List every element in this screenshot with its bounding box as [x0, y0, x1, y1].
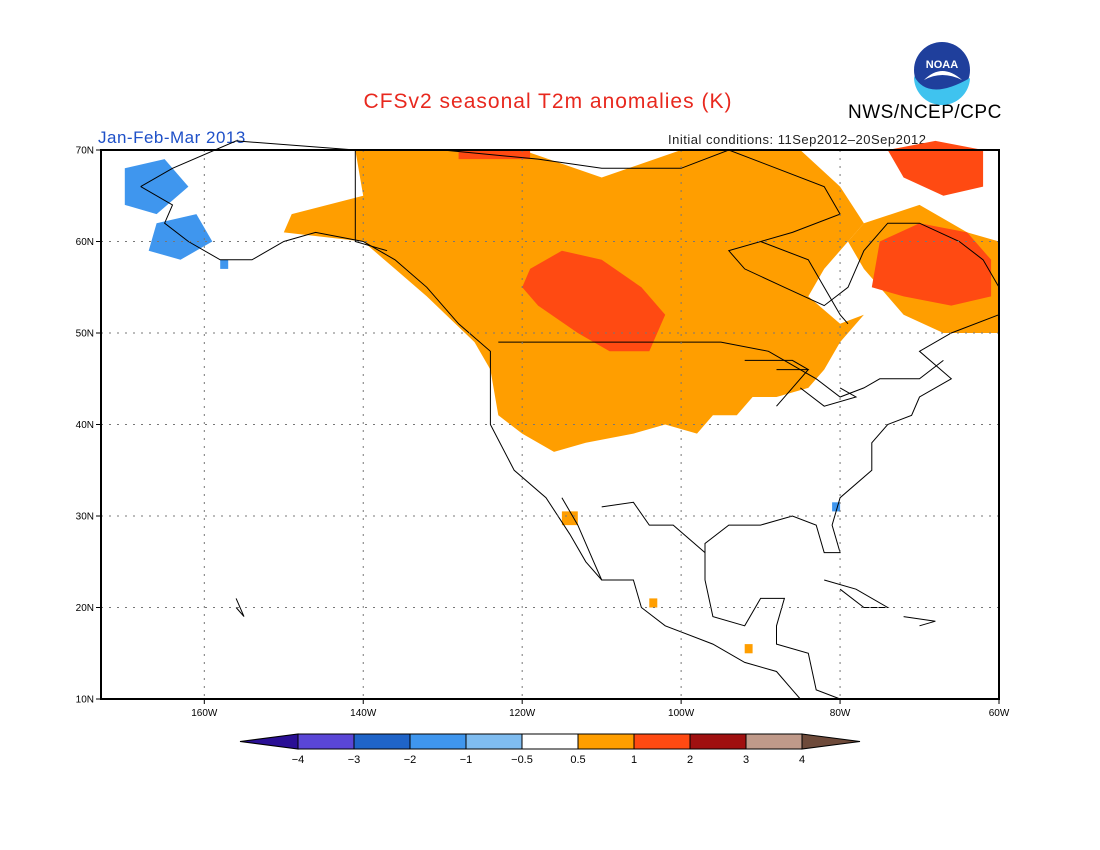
lon-tick-label: 140W: [350, 708, 377, 719]
hudson-bay: [760, 241, 849, 325]
warm-patch-mexico: [649, 598, 658, 608]
colorbar-label: −4: [292, 754, 305, 766]
colorbar-swatch: [745, 733, 803, 750]
cool-region-alaska-southwest: [148, 214, 213, 260]
forecast-period: Jan-Feb-Mar 2013: [98, 128, 246, 147]
colorbar-label: −1: [460, 754, 473, 766]
lat-tick-label: 20N: [76, 603, 94, 614]
colorbar-swatch: [689, 733, 747, 750]
coastline-baja: [561, 497, 603, 581]
colorbar-label: −2: [404, 754, 417, 766]
hot-region-prairies: [522, 250, 666, 352]
lat-lon-grid: [101, 150, 999, 699]
lake-superior: [744, 359, 809, 371]
hot-region-quebec: [871, 223, 992, 306]
lake-michigan: [776, 369, 810, 407]
lat-tick-label: 40N: [76, 420, 94, 431]
warm-patch-central-america: [744, 644, 753, 654]
colorbar-swatch: [521, 733, 579, 750]
cool-patch-alaska: [220, 259, 229, 269]
hawaii: [235, 598, 245, 617]
cool-region-alaska-west: [124, 159, 189, 215]
colorbar-arrow-left: [239, 733, 299, 750]
noaa-logo: NOAA: [894, 40, 980, 111]
lon-tick-label: 100W: [668, 708, 695, 719]
border-alaska: [354, 150, 388, 252]
border-us-canada: [498, 341, 944, 398]
lat-tick-label: 60N: [76, 237, 94, 248]
colorbar-label: 4: [799, 754, 805, 766]
colorbar-label: 0.5: [570, 754, 585, 766]
coastline-pacific: [140, 186, 801, 700]
coastlines: [140, 140, 1000, 700]
colorbar-swatch: [409, 733, 467, 750]
hispaniola: [903, 616, 936, 627]
colorbar-swatch: [465, 733, 523, 750]
colorbar: −4 −3 −2 −1 −0.5 0.5 1 2 3 4: [239, 733, 861, 766]
colorbar-swatch: [353, 733, 411, 750]
noaa-logo-graphic: NOAA: [913, 42, 970, 106]
warm-patch-baja: [561, 511, 578, 526]
lon-tick-label: 60W: [989, 708, 1010, 719]
colorbar-swatch: [633, 733, 691, 750]
lon-tick-label: 80W: [830, 708, 851, 719]
colorbar-swatch: [297, 733, 355, 750]
map-title: CFSv2 seasonal T2m anomalies (K): [363, 90, 733, 113]
colorbar-label: −0.5: [511, 754, 533, 766]
lat-tick-label: 50N: [76, 329, 94, 340]
great-lakes: [799, 387, 858, 407]
colorbar-arrow-right: [801, 733, 861, 750]
colorbar-label: 1: [631, 754, 637, 766]
lat-tick-label: 70N: [76, 146, 94, 157]
hot-region-baffin: [887, 140, 984, 196]
axis-ticks: 160W 140W 120W 100W 80W 60W 70N 60N 50N 40N 30N 20N…: [76, 146, 1010, 720]
lat-tick-label: 10N: [76, 695, 94, 706]
cuba: [824, 579, 890, 608]
colorbar-label: 3: [743, 754, 749, 766]
logo-text: NOAA: [926, 59, 958, 71]
agency-label: NWS/NCEP/CPC: [848, 102, 1002, 123]
colorbar-swatch: [577, 733, 635, 750]
anomaly-fill: [124, 140, 999, 654]
coastline-atlantic: [140, 140, 1000, 700]
lon-tick-label: 160W: [191, 708, 218, 719]
colorbar-label: −3: [348, 754, 361, 766]
border-us-mexico: [601, 501, 706, 553]
initial-conditions: Initial conditions: 11Sep2012–20Sep2012: [668, 132, 927, 147]
lon-tick-label: 120W: [509, 708, 536, 719]
lat-tick-label: 30N: [76, 512, 94, 523]
colorbar-label: 2: [687, 754, 693, 766]
